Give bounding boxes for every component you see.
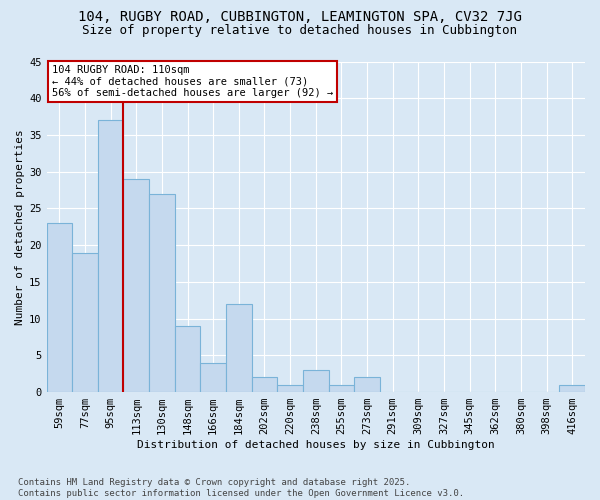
Bar [175, 326, 200, 392]
Text: Size of property relative to detached houses in Cubbington: Size of property relative to detached ho… [83, 24, 517, 37]
Bar [354, 378, 380, 392]
Bar [200, 362, 226, 392]
Bar [226, 304, 251, 392]
Bar [149, 194, 175, 392]
Bar [277, 384, 303, 392]
Text: 104 RUGBY ROAD: 110sqm
← 44% of detached houses are smaller (73)
56% of semi-det: 104 RUGBY ROAD: 110sqm ← 44% of detached… [52, 65, 333, 98]
Bar [251, 378, 277, 392]
Bar [47, 223, 72, 392]
Bar [124, 179, 149, 392]
Bar [98, 120, 124, 392]
Bar [559, 384, 585, 392]
Bar [329, 384, 354, 392]
Text: Contains HM Land Registry data © Crown copyright and database right 2025.
Contai: Contains HM Land Registry data © Crown c… [18, 478, 464, 498]
Text: 104, RUGBY ROAD, CUBBINGTON, LEAMINGTON SPA, CV32 7JG: 104, RUGBY ROAD, CUBBINGTON, LEAMINGTON … [78, 10, 522, 24]
Bar [303, 370, 329, 392]
Bar [72, 252, 98, 392]
X-axis label: Distribution of detached houses by size in Cubbington: Distribution of detached houses by size … [137, 440, 494, 450]
Y-axis label: Number of detached properties: Number of detached properties [15, 129, 25, 324]
